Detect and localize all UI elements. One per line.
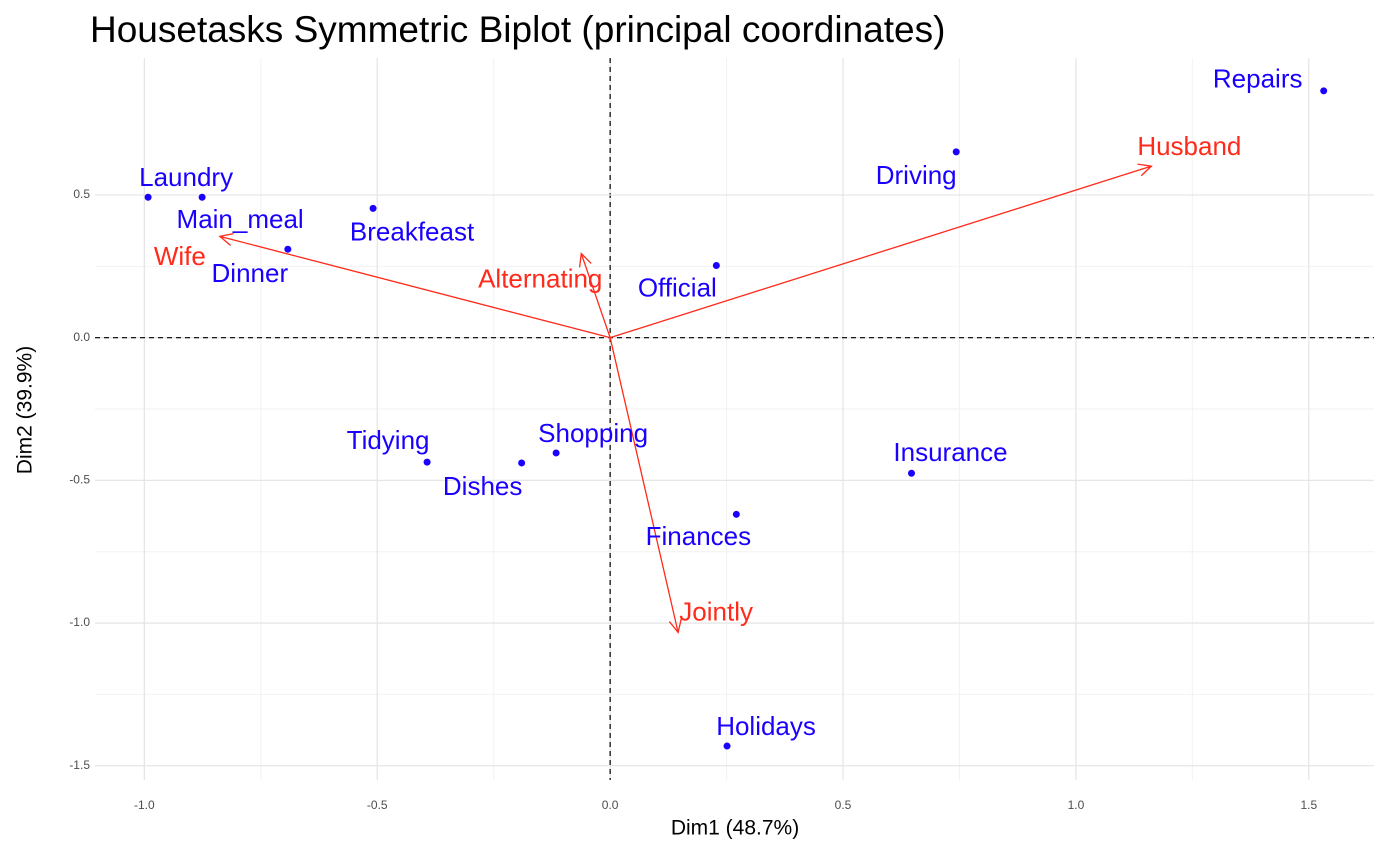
point-label: Finances [646,521,752,551]
point [732,510,740,518]
point [1320,87,1328,95]
point [518,459,526,467]
arrow [609,163,1153,339]
x-tick-label: 1.5 [1300,798,1317,812]
point [712,261,720,269]
point-label: Dishes [443,471,522,501]
point [907,469,915,477]
point [284,245,292,253]
y-tick-label: -0.5 [69,473,90,487]
x-tick-label: 0.5 [835,798,852,812]
arrow-label: Jointly [679,596,753,626]
point-label: Repairs [1213,64,1303,94]
arrow-label: Husband [1137,131,1241,161]
point [423,458,431,466]
chart-title: Housetasks Symmetric Biplot (principal c… [90,9,945,50]
x-axis-label: Dim1 (48.7%) [671,817,799,840]
x-tick-label: 0.0 [602,798,619,812]
x-tick-label: 1.0 [1068,798,1085,812]
point [552,449,560,457]
point-label: Tidying [347,425,430,455]
arrow [609,337,682,634]
point-label: Laundry [139,162,233,192]
point-label: Insurance [893,437,1007,467]
point-label: Official [638,272,717,302]
point [198,193,206,201]
point-label: Main_meal [177,204,304,234]
point-label: Shopping [538,418,648,448]
x-tick-label: -1.0 [134,798,155,812]
arrow [218,232,611,339]
x-tick-label: -0.5 [367,798,388,812]
point [723,742,731,750]
arrow-label: Wife [154,241,206,271]
point [369,204,377,212]
point-label: Breakfeast [350,216,475,246]
arrow-label: Alternating [478,263,602,293]
point [144,193,152,201]
point [952,148,960,156]
y-tick-label: 0.0 [73,330,90,344]
y-tick-label: 0.5 [73,187,90,201]
y-tick-label: -1.0 [69,615,90,629]
point-label: Holidays [716,711,816,741]
y-axis-label: Dim2 (39.9%) [14,346,37,474]
point-label: Driving [876,160,957,190]
arrow [578,252,611,338]
point-label: Dinner [212,258,289,288]
y-tick-label: -1.5 [69,758,90,772]
